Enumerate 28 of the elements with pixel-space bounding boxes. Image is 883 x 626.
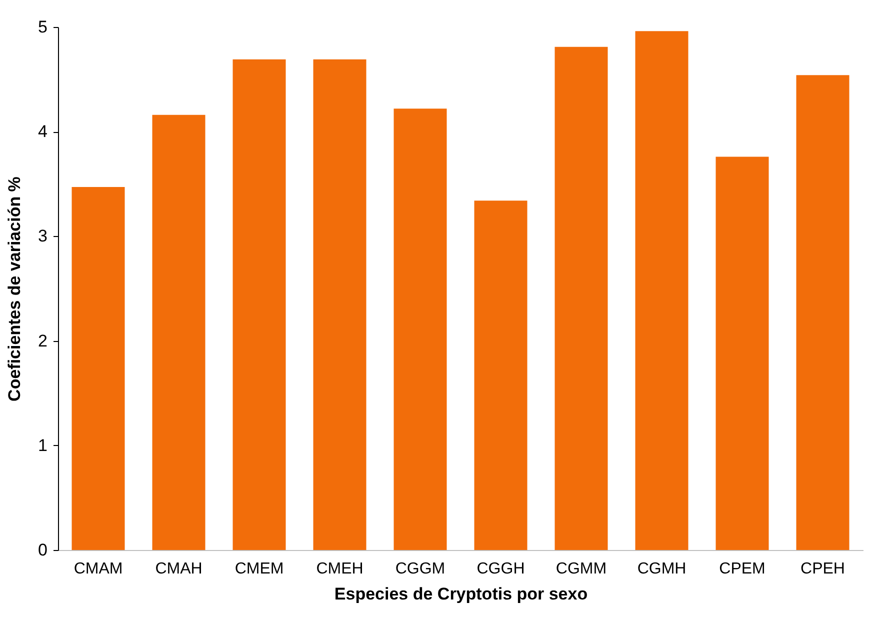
x-tick-label: CGGH xyxy=(476,560,525,578)
y-axis-title: Coeficientes de variación % xyxy=(5,176,24,402)
x-axis-title: Especies de Cryptotis por sexo xyxy=(334,584,588,604)
bar xyxy=(72,187,125,550)
x-tick-label: CGMM xyxy=(556,560,607,578)
x-tick-label: CMEM xyxy=(234,560,284,578)
x-tick-label: CMEH xyxy=(316,560,364,578)
y-tick-label: 5 xyxy=(38,18,48,36)
bar xyxy=(313,59,366,550)
x-tick-label: CGMH xyxy=(637,560,686,578)
bar xyxy=(554,46,608,550)
y-tick-label: 1 xyxy=(38,436,48,455)
y-tick-label: 3 xyxy=(38,226,48,246)
x-tick-label: CMAH xyxy=(155,560,202,578)
bar xyxy=(152,114,206,550)
bar xyxy=(232,59,286,550)
bar xyxy=(796,75,850,550)
bar xyxy=(474,200,528,550)
bar xyxy=(394,108,447,550)
x-tick-label: CPEH xyxy=(800,560,845,578)
y-tick-label: 2 xyxy=(38,331,48,350)
bar xyxy=(635,31,688,550)
x-tick-label: CPEM xyxy=(719,560,766,578)
bar xyxy=(716,156,769,550)
x-tick-label: CGGM xyxy=(395,560,446,578)
y-tick-label: 4 xyxy=(38,122,48,142)
x-tick-label: CMAM xyxy=(74,560,123,578)
y-tick-label: 0 xyxy=(38,540,48,560)
